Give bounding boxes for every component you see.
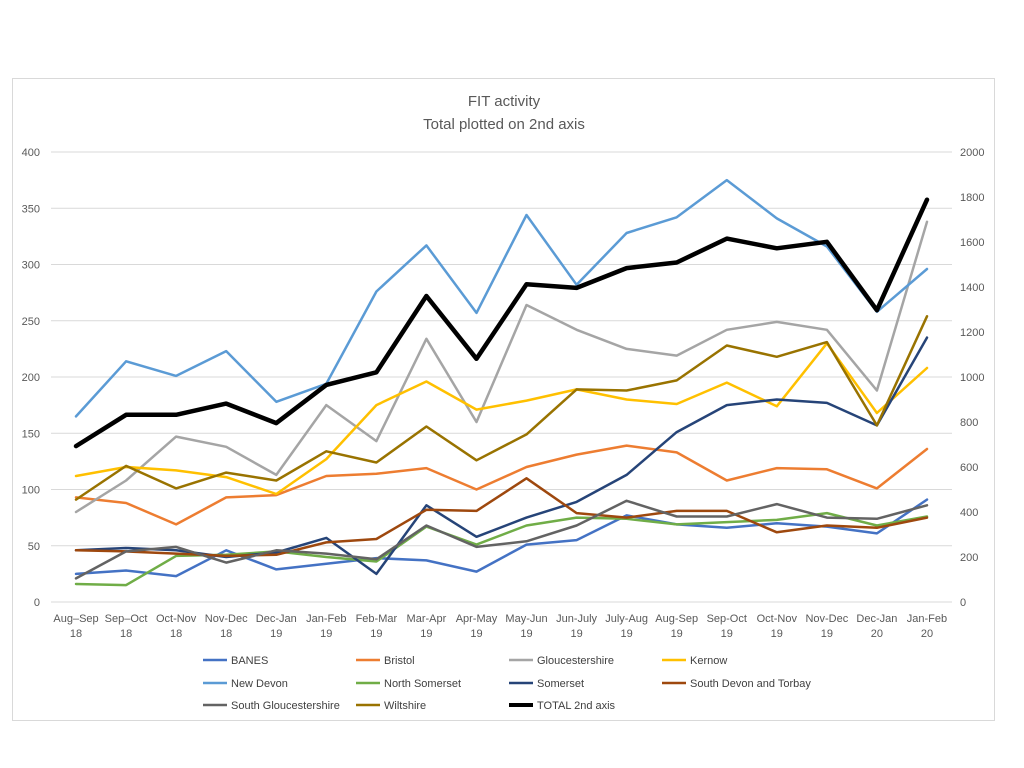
legend-item: Bristol [356, 655, 415, 667]
y-tick-label: 50 [28, 541, 40, 553]
y2-tick-label: 0 [960, 597, 966, 609]
y2-tick-label: 1800 [960, 192, 984, 204]
legend-item: Gloucestershire [509, 655, 614, 667]
legend-item: TOTAL 2nd axis [509, 700, 616, 712]
x-tick-label: Apr-May 19 [456, 613, 498, 640]
y-tick-label: 300 [22, 260, 40, 272]
legend: BANES Bristol Gloucestershire Kernow New Dev… [203, 655, 811, 712]
y2-tick-label: 1600 [960, 237, 984, 249]
x-tick-label: Aug-Sep 19 [655, 613, 698, 640]
series-line-somerset [74, 336, 929, 576]
y2-tick-label: 1200 [960, 327, 984, 339]
chart-title: FIT activity [468, 93, 541, 110]
x-tick-label: Sep–Oct 18 [105, 613, 148, 640]
y-tick-label: 150 [22, 428, 40, 440]
x-tick-label: Jan-Feb 19 [306, 613, 346, 640]
y2-tick-label: 2000 [960, 147, 984, 159]
chart-subtitle: Total plotted on 2nd axis [423, 116, 585, 133]
y2-tick-label: 600 [960, 462, 978, 474]
legend-item: New Devon [203, 678, 288, 690]
chart-frame [12, 78, 995, 721]
series-line-total-2nd-axis [73, 197, 930, 449]
legend-label: Kernow [690, 655, 727, 667]
legend-label: New Devon [231, 678, 288, 690]
series-line-south-gloucestershire [74, 499, 929, 580]
x-tick-label: Nov-Dec 19 [805, 613, 848, 640]
y-tick-label: 200 [22, 372, 40, 384]
series-line-wiltshire [74, 315, 929, 501]
legend-label: South Devon and Torbay [690, 678, 811, 690]
legend-item: Somerset [509, 678, 584, 690]
legend-item: South Gloucestershire [203, 700, 340, 712]
series-line-bristol [74, 444, 929, 526]
legend-item: North Somerset [356, 678, 461, 690]
series-line-south-devon-and-torbay [74, 477, 929, 558]
y2-tick-label: 1400 [960, 282, 984, 294]
x-tick-label: Sep-Oct 19 [707, 613, 747, 640]
x-tick-label: Oct-Nov 18 [156, 613, 197, 640]
legend-item: Wiltshire [356, 700, 426, 712]
x-tick-label: Nov-Dec 18 [205, 613, 248, 640]
x-tick-label: May-Jun 19 [505, 613, 547, 640]
y2-tick-label: 1000 [960, 372, 984, 384]
x-axis: Aug–Sep 18 Sep–Oct 18 Oct-Nov 18 Nov-Dec 18 Dec-… [53, 613, 947, 640]
x-tick-label: Jan-Feb 20 [907, 613, 947, 640]
x-tick-label: Dec-Jan 20 [856, 613, 897, 640]
legend-label: Gloucestershire [537, 655, 614, 667]
y-axis-left: 0 50 100 150 200 250 300 350 400 [22, 147, 40, 609]
legend-label: Bristol [384, 655, 415, 667]
legend-label: Wiltshire [384, 700, 426, 712]
y-tick-label: 100 [22, 485, 40, 497]
y-tick-label: 350 [22, 203, 40, 215]
x-tick-label: Mar-Apr 19 [407, 613, 447, 640]
legend-item: Kernow [662, 655, 727, 667]
x-tick-label: July-Aug 19 [605, 613, 648, 640]
x-tick-label: Aug–Sep 18 [53, 613, 98, 640]
legend-item: BANES [203, 655, 268, 667]
legend-label: South Gloucestershire [231, 700, 340, 712]
legend-item: South Devon and Torbay [662, 678, 811, 690]
x-tick-label: Jun-July 19 [556, 613, 597, 640]
x-tick-label: Oct-Nov 19 [757, 613, 798, 640]
series-line-new-devon [74, 178, 929, 418]
x-tick-label: Feb-Mar 19 [356, 613, 398, 640]
y-axis-right: 0 200 400 600 800 1000 1200 1400 1600 1800 2000 [960, 147, 984, 609]
y-tick-label: 250 [22, 316, 40, 328]
series-line-gloucestershire [74, 220, 929, 514]
y-tick-label: 0 [34, 597, 40, 609]
legend-label: North Somerset [384, 678, 461, 690]
y-tick-label: 400 [22, 147, 40, 159]
series-lines [73, 178, 930, 587]
y2-tick-label: 200 [960, 552, 978, 564]
legend-label: TOTAL 2nd axis [537, 700, 616, 712]
legend-label: Somerset [537, 678, 584, 690]
legend-label: BANES [231, 655, 268, 667]
y2-tick-label: 400 [960, 507, 978, 519]
y2-tick-label: 800 [960, 417, 978, 429]
x-tick-label: Dec-Jan 19 [256, 613, 297, 640]
